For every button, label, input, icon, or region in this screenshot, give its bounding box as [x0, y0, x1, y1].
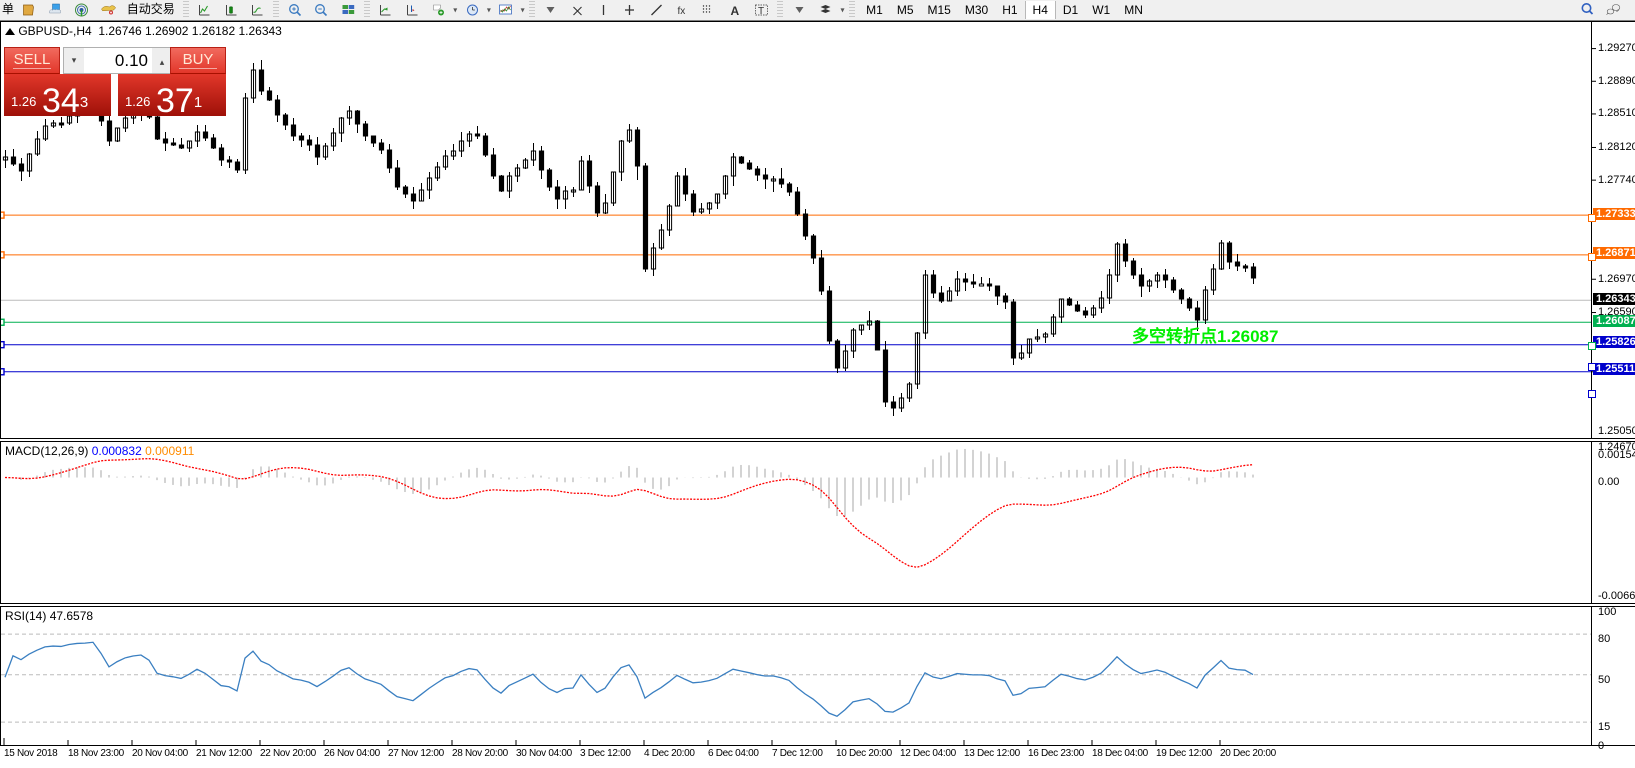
svg-text:fx: fx: [678, 6, 686, 17]
svg-text:T: T: [758, 6, 764, 17]
svg-text:A: A: [730, 4, 739, 18]
